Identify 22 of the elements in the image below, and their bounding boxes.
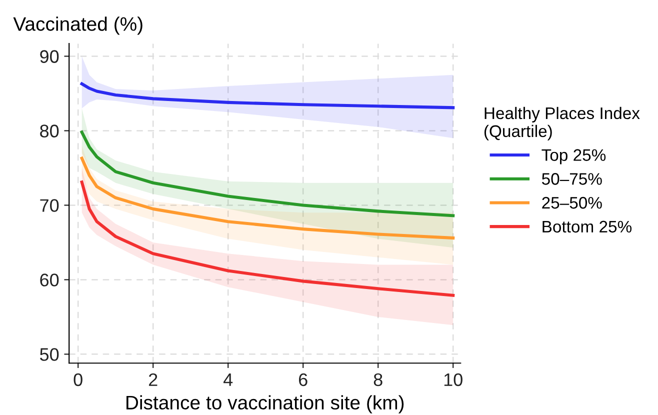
x-tick-label: 2 [148, 373, 158, 386]
y-axis-title: Vaccinated (%) [13, 16, 142, 35]
x-tick-label: 0 [74, 373, 82, 386]
y-tick-label: 70 [40, 199, 59, 212]
legend-title: Healthy Places Index (Quartile) [484, 106, 640, 140]
legend-label: Bottom 25% [542, 220, 632, 233]
x-tick-label: 6 [298, 373, 308, 386]
line-series [80, 180, 455, 297]
line-series [80, 130, 455, 218]
line-series [80, 156, 455, 240]
x-tick-label: 10 [444, 373, 462, 386]
legend-label: 25–50% [542, 196, 602, 209]
y-tick-label: 60 [40, 274, 59, 286]
legend-label: Top 25% [542, 149, 606, 164]
x-tick-label: 4 [223, 374, 233, 386]
legend-label: 50–75% [542, 173, 602, 185]
x-tick-label: 8 [374, 373, 382, 386]
line-series [80, 82, 455, 110]
y-tick-label: 90 [40, 50, 59, 63]
y-tick-label: 80 [40, 124, 59, 138]
y-tick-label: 50 [40, 348, 59, 361]
x-axis-title: Distance to vaccination site (km) [126, 395, 404, 414]
